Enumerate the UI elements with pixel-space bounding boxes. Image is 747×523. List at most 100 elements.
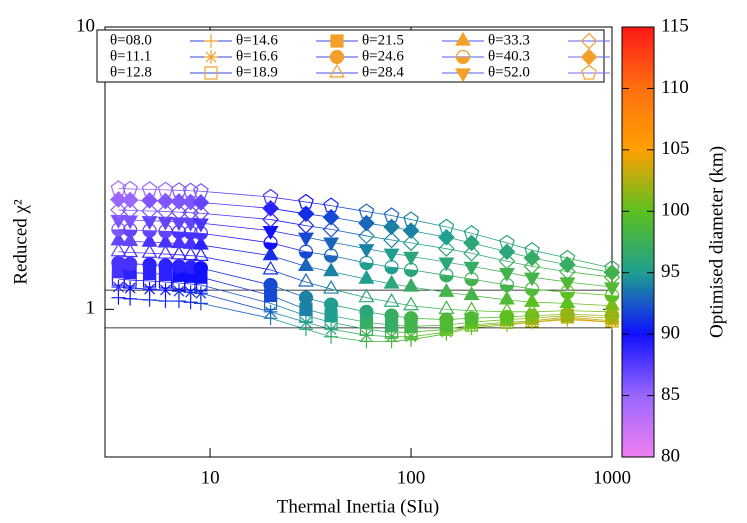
legend-marker: [455, 31, 471, 46]
series-segment: [305, 201, 332, 207]
marker: [262, 246, 279, 261]
marker: [122, 180, 138, 196]
marker: [322, 221, 340, 238]
marker: [402, 234, 420, 252]
marker: [297, 257, 314, 271]
marker: [383, 293, 400, 307]
marker: [438, 228, 455, 246]
marker: [192, 247, 209, 262]
colorbar-tick-label: 85: [661, 384, 680, 405]
marker-shape: [182, 246, 199, 261]
series-segment: [331, 328, 367, 336]
marker: [404, 329, 419, 344]
marker: [604, 259, 620, 275]
series-segment: [366, 235, 392, 241]
marker-shape: [463, 225, 480, 240]
colorbar-tick-label: 105: [661, 138, 690, 159]
colorbar: [621, 26, 655, 458]
marker: [358, 288, 375, 303]
marker-shape: [142, 257, 157, 272]
legend-marker: [204, 66, 218, 80]
marker: [463, 225, 480, 240]
marker-shape: [299, 302, 313, 316]
marker-shape: [123, 256, 138, 271]
marker: [438, 240, 455, 258]
legend-label: θ=11.1: [110, 48, 151, 64]
marker-shape: [439, 312, 454, 327]
marker-shape: [358, 288, 375, 303]
marker: [193, 183, 209, 198]
series-segment: [130, 210, 150, 212]
marker-shape: [170, 245, 187, 260]
marker-shape: [438, 218, 455, 234]
marker-shape: [383, 248, 400, 263]
marker: [170, 234, 187, 249]
series-segment: [471, 310, 507, 313]
marker-shape: [323, 297, 339, 312]
series-segment: [190, 212, 201, 214]
marker-shape: [170, 234, 187, 249]
colorbar-tick-label: 100: [661, 200, 690, 221]
marker-shape: [141, 181, 158, 197]
series-segment: [200, 202, 271, 209]
marker: [384, 329, 399, 344]
marker: [157, 216, 174, 231]
marker-shape: [142, 282, 157, 297]
series-segment: [532, 301, 568, 304]
y-axis-label: Reduced χ²: [10, 199, 31, 285]
marker-shape: [324, 255, 338, 263]
marker: [359, 304, 374, 319]
marker-shape: [204, 34, 218, 48]
marker: [110, 214, 127, 229]
marker: [141, 181, 158, 197]
marker-shape: [323, 279, 340, 294]
series-segment: [391, 215, 412, 220]
marker: [464, 311, 479, 326]
marker-shape: [465, 279, 479, 286]
marker-shape: [359, 304, 374, 319]
marker-shape: [193, 286, 208, 301]
legend-label: θ=24.6: [362, 48, 404, 64]
marker-shape: [439, 325, 454, 340]
marker: [297, 205, 315, 223]
marker-shape: [170, 217, 187, 232]
marker: [122, 243, 139, 258]
marker: [383, 274, 400, 289]
marker: [358, 227, 375, 245]
legend-label: θ=18.9: [236, 64, 278, 80]
marker-shape: [262, 226, 279, 240]
marker: [183, 285, 198, 300]
marker-shape: [603, 264, 621, 281]
marker: [603, 264, 621, 281]
marker-shape: [171, 284, 186, 299]
series-segment: [410, 286, 447, 293]
marker-shape: [182, 235, 199, 249]
legend-marker: [329, 49, 345, 65]
marker-shape: [358, 227, 375, 245]
marker-shape: [110, 214, 127, 229]
marker: [158, 258, 173, 273]
marker: [524, 241, 540, 257]
legend-marker: [330, 34, 344, 48]
marker-shape: [499, 234, 515, 250]
legend-marker: [329, 63, 345, 78]
series-segment: [567, 302, 613, 307]
marker-shape: [403, 211, 419, 227]
marker: [157, 181, 174, 197]
series-segment: [391, 301, 412, 307]
series-segment: [149, 280, 166, 283]
series-segment: [330, 228, 367, 237]
plot-frame: [104, 26, 613, 458]
marker: [524, 302, 540, 317]
series-segment: [567, 310, 613, 313]
marker: [192, 218, 209, 233]
marker-shape: [204, 66, 218, 80]
marker-shape: [262, 260, 279, 275]
series-segment: [506, 260, 533, 267]
marker: [157, 233, 174, 248]
marker: [182, 217, 199, 232]
marker-shape: [143, 230, 157, 238]
legend-marker: [455, 49, 471, 65]
marker-shape: [438, 300, 455, 314]
marker-shape: [110, 242, 127, 257]
